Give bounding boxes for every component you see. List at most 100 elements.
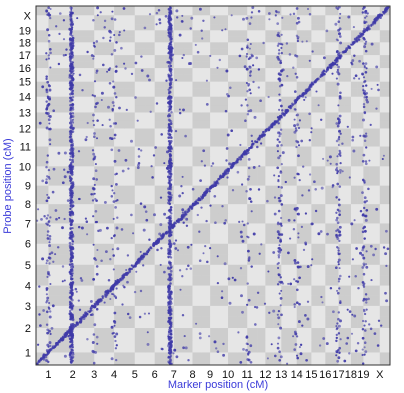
- data-point: [51, 304, 55, 308]
- checker-cell: [338, 204, 346, 214]
- data-point: [113, 294, 116, 298]
- checker-cell: [134, 104, 146, 113]
- data-point: [167, 65, 170, 68]
- data-point: [189, 27, 192, 30]
- data-point: [297, 212, 300, 216]
- data-point: [139, 202, 143, 205]
- data-point: [223, 174, 226, 177]
- data-point: [169, 120, 173, 123]
- checker-cell: [369, 48, 381, 56]
- data-point: [246, 112, 250, 116]
- checker-cell: [325, 194, 333, 205]
- data-point: [273, 212, 277, 216]
- checker-cell: [218, 68, 229, 75]
- checker-cell: [48, 24, 62, 31]
- data-point: [272, 251, 276, 254]
- data-point: [227, 169, 230, 172]
- checker-cell: [247, 68, 258, 75]
- data-point: [299, 352, 303, 356]
- checker-cell: [311, 254, 319, 266]
- checker-cell: [304, 42, 312, 49]
- checker-cell: [210, 42, 220, 49]
- checker-cell: [237, 264, 248, 276]
- data-point: [45, 106, 49, 110]
- checker-cell: [289, 285, 298, 296]
- checker-cell: [296, 295, 305, 307]
- data-point: [100, 98, 103, 102]
- data-point: [326, 159, 329, 162]
- data-point: [224, 219, 227, 222]
- data-point: [259, 142, 263, 145]
- data-point: [92, 177, 96, 181]
- checker-cell: [318, 305, 326, 317]
- checker-cell: [192, 223, 202, 234]
- checker-cell: [311, 36, 319, 43]
- data-point: [231, 189, 235, 192]
- data-point: [253, 305, 257, 309]
- data-point: [168, 96, 171, 99]
- checker-cell: [192, 68, 202, 75]
- data-point: [47, 118, 51, 122]
- data-point: [305, 358, 308, 362]
- checker-cell: [60, 61, 73, 69]
- checker-cell: [273, 104, 282, 113]
- checker-cell: [369, 213, 381, 224]
- checker-cell: [265, 128, 274, 138]
- data-point: [270, 343, 273, 346]
- checker-cell: [84, 352, 95, 366]
- checker-cell: [265, 36, 274, 43]
- data-point: [276, 230, 280, 234]
- data-point: [364, 160, 368, 163]
- checker-cell: [265, 295, 274, 307]
- data-point: [362, 36, 366, 40]
- data-point: [71, 182, 75, 186]
- data-point: [79, 320, 83, 323]
- checker-cell: [154, 194, 165, 205]
- data-point: [321, 301, 324, 304]
- data-point: [362, 76, 366, 79]
- checker-cell: [325, 55, 333, 62]
- checker-cell: [357, 339, 364, 353]
- checker-cell: [134, 295, 146, 307]
- checker-cell: [357, 264, 364, 276]
- checker-cell: [265, 156, 274, 167]
- checker-cell: [379, 146, 391, 157]
- checker-cell: [72, 128, 85, 138]
- data-point: [169, 51, 172, 54]
- data-point: [338, 351, 341, 354]
- data-point: [370, 279, 373, 282]
- checker-cell: [36, 339, 49, 353]
- data-point: [254, 140, 257, 143]
- data-point: [116, 216, 119, 219]
- data-point: [142, 255, 146, 258]
- checker-cell: [311, 166, 319, 177]
- data-point: [115, 344, 118, 347]
- checker-cell: [218, 81, 229, 89]
- checker-cell: [60, 233, 73, 245]
- data-point: [329, 162, 332, 165]
- data-point: [48, 262, 51, 265]
- data-point: [152, 154, 156, 157]
- checker-cell: [48, 120, 62, 129]
- checker-cell: [72, 254, 85, 266]
- data-point: [170, 313, 173, 316]
- checker-cell: [338, 68, 346, 75]
- checker-cell: [273, 24, 282, 31]
- data-point: [309, 173, 312, 176]
- data-point: [136, 166, 140, 170]
- data-point: [130, 213, 133, 217]
- data-point: [242, 348, 245, 351]
- checker-cell: [72, 6, 85, 16]
- checker-cell: [183, 96, 193, 106]
- checker-cell: [173, 275, 184, 286]
- y-tick-label: 13: [19, 108, 31, 120]
- data-point: [165, 231, 168, 235]
- data-point: [61, 226, 64, 230]
- data-point: [292, 335, 295, 338]
- data-point: [118, 33, 121, 37]
- checker-cell: [332, 295, 339, 307]
- checker-cell: [154, 185, 165, 196]
- checker-cell: [338, 42, 346, 49]
- x-tick-label: 7: [171, 369, 177, 381]
- checker-cell: [265, 328, 274, 341]
